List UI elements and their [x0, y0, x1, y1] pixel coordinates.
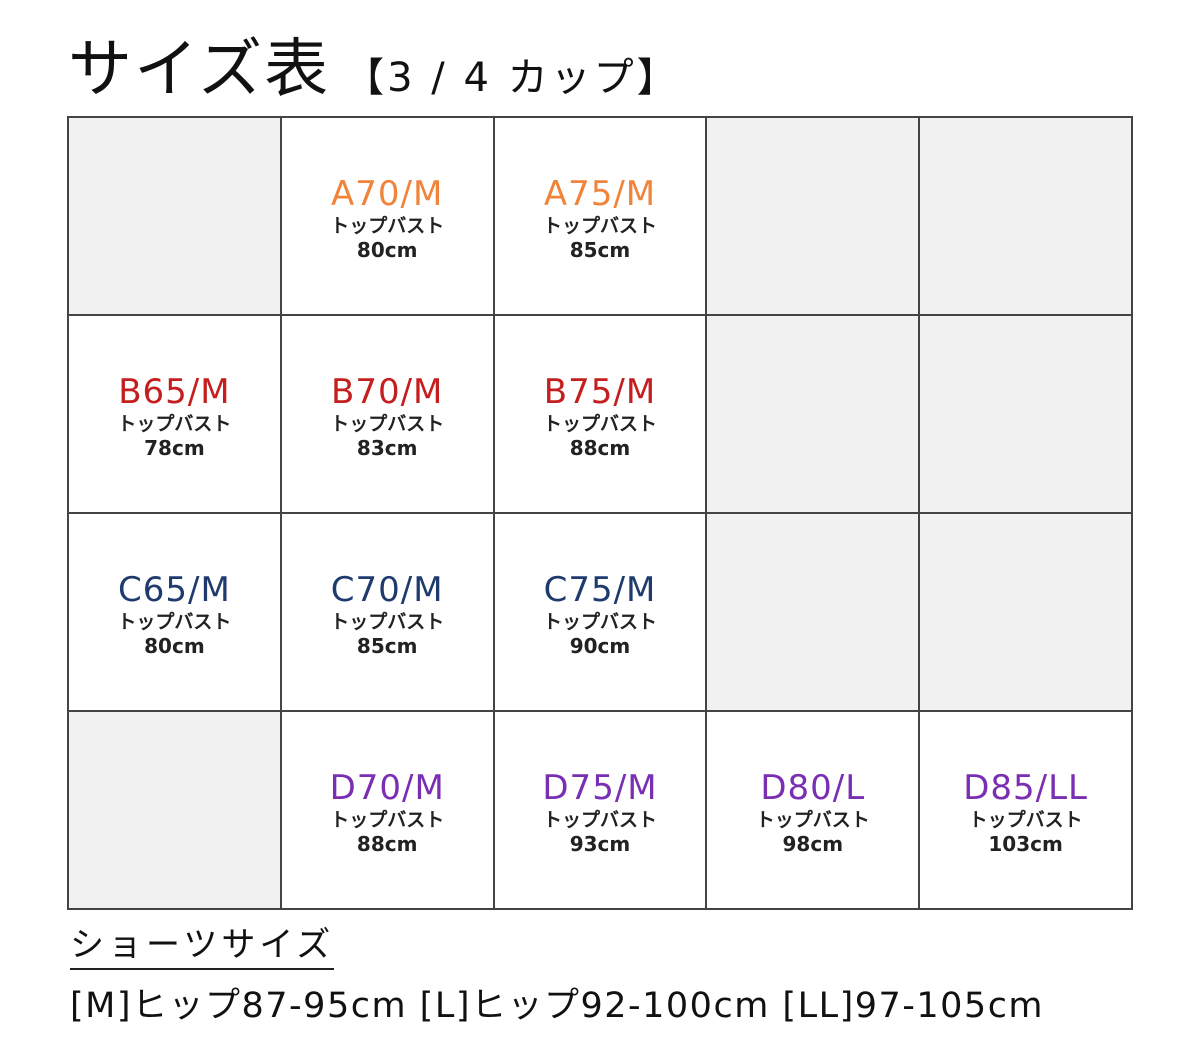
- top-bust-value: 78cm: [144, 436, 205, 460]
- size-cell: A75/M トップバスト 85cm: [494, 118, 708, 316]
- size-cell: A70/M トップバスト 80cm: [281, 118, 495, 316]
- top-bust-label: トップバスト: [330, 215, 445, 237]
- top-bust-value: 80cm: [356, 238, 418, 262]
- size-cell: D80/L トップバスト 98cm: [707, 712, 921, 910]
- size-cell: B75/M トップバスト 88cm: [494, 316, 708, 514]
- size-code: D85/LL: [963, 768, 1088, 808]
- size-cell: B65/M トップバスト 78cm: [69, 316, 282, 514]
- top-bust-label: トップバスト: [330, 413, 445, 435]
- top-bust-value: 80cm: [144, 634, 205, 658]
- size-cell: C65/M トップバスト 80cm: [69, 514, 282, 712]
- size-code: C75/M: [543, 570, 657, 610]
- top-bust-label: トップバスト: [330, 611, 445, 633]
- size-code: D70/M: [329, 768, 445, 808]
- empty-cell: [920, 118, 1133, 316]
- size-cell: B70/M トップバスト 83cm: [281, 316, 495, 514]
- empty-cell: [707, 316, 921, 514]
- empty-cell: [707, 118, 921, 316]
- shorts-size-heading: ショーツサイズ: [70, 924, 335, 970]
- size-code: A70/M: [331, 174, 444, 214]
- size-code: B65/M: [118, 372, 231, 412]
- top-bust-value: 88cm: [356, 832, 418, 856]
- title-subtitle: 【3 / 4 カップ】: [344, 55, 680, 101]
- size-cell: D75/M トップバスト 93cm: [494, 712, 708, 910]
- top-bust-label: トップバスト: [117, 611, 232, 633]
- size-code: B75/M: [543, 372, 657, 412]
- size-code: D80/L: [760, 768, 866, 808]
- size-code: C65/M: [118, 570, 231, 610]
- top-bust-label: トップバスト: [755, 809, 870, 831]
- size-code: C70/M: [330, 570, 444, 610]
- size-table: A70/M トップバスト 80cm A75/M トップバスト 85cm B65/M トップバス…: [67, 116, 1133, 910]
- empty-cell: [69, 118, 282, 316]
- size-code: A75/M: [543, 174, 657, 214]
- top-bust-label: トップバスト: [542, 215, 657, 237]
- top-bust-value: 85cm: [356, 634, 418, 658]
- empty-cell: [920, 316, 1133, 514]
- top-bust-label: トップバスト: [968, 809, 1083, 831]
- top-bust-label: トップバスト: [117, 413, 232, 435]
- top-bust-value: 93cm: [569, 832, 631, 856]
- top-bust-value: 88cm: [569, 436, 631, 460]
- top-bust-label: トップバスト: [542, 413, 657, 435]
- top-bust-value: 83cm: [356, 436, 418, 460]
- empty-cell: [69, 712, 282, 910]
- title-main: サイズ表: [68, 33, 331, 107]
- top-bust-label: トップバスト: [542, 611, 657, 633]
- size-code: B70/M: [331, 372, 444, 412]
- top-bust-label: トップバスト: [542, 809, 657, 831]
- empty-cell: [707, 514, 921, 712]
- top-bust-value: 85cm: [569, 238, 631, 262]
- top-bust-label: トップバスト: [330, 809, 445, 831]
- top-bust-value: 103cm: [988, 832, 1063, 856]
- size-cell: D70/M トップバスト 88cm: [281, 712, 495, 910]
- size-code: D75/M: [542, 768, 658, 808]
- top-bust-value: 98cm: [782, 832, 844, 856]
- top-bust-value: 90cm: [569, 634, 631, 658]
- shorts-size-details: [M]ヒップ87-95cm [L]ヒップ92-100cm [LL]97-105c…: [70, 986, 1045, 1026]
- page-title: サイズ表 【3 / 4 カップ】: [68, 22, 680, 102]
- size-cell: D85/LL トップバスト 103cm: [920, 712, 1133, 910]
- size-cell: C75/M トップバスト 90cm: [494, 514, 708, 712]
- empty-cell: [920, 514, 1133, 712]
- size-cell: C70/M トップバスト 85cm: [281, 514, 495, 712]
